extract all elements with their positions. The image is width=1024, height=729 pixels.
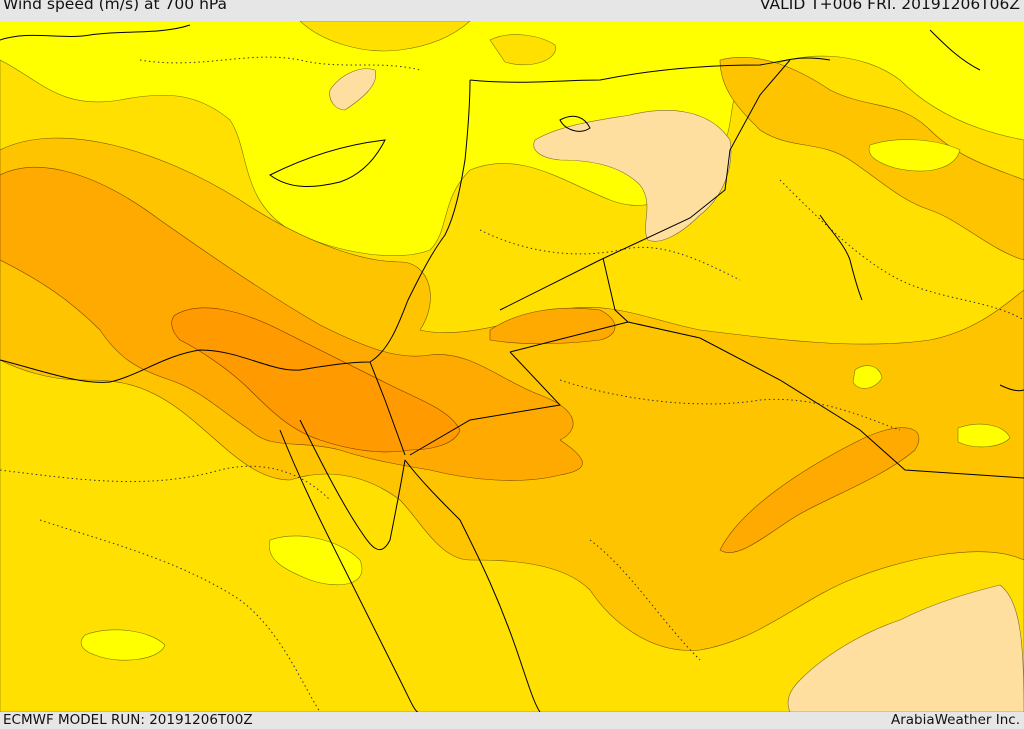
national-borders (369, 57, 1024, 479)
footer-bar: ECMWF MODEL RUN: 20191206T00Z ArabiaWeat… (0, 712, 1024, 729)
contour-band-lightest-patches (80, 139, 1011, 661)
map-title: Wind speed (m/s) at 700 hPa (3, 0, 228, 13)
header-bar: Wind speed (m/s) at 700 hPa VALID T+006 … (0, 0, 1024, 21)
valid-time: VALID T+006 FRI. 20191206T06Z (759, 0, 1020, 13)
wind-speed-map (0, 21, 1024, 712)
credit-label: ArabiaWeather Inc. (890, 712, 1020, 728)
coastlines (0, 24, 1024, 712)
dotted-borders (0, 56, 1024, 712)
contour-band-strongest (171, 307, 461, 453)
model-run-label: ECMWF MODEL RUN: 20191206T00Z (3, 712, 253, 728)
contour-band-strong (0, 167, 920, 553)
contour-band-calm (329, 68, 1024, 712)
